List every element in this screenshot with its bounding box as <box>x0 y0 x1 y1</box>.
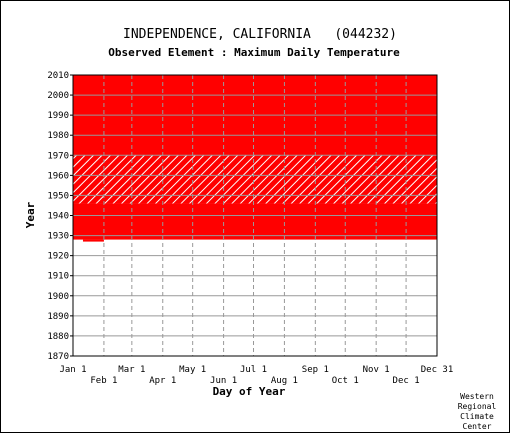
y-tick-label: 1940 <box>47 212 69 222</box>
credit-line-2: Regional <box>458 402 497 411</box>
x-tick-label: Mar 1 <box>118 365 145 375</box>
x-tick-label: Feb 1 <box>90 376 117 386</box>
chart-title: INDEPENDENCE, CALIFORNIA (044232) <box>123 27 397 42</box>
x-axis-label: Day of Year <box>213 385 286 398</box>
y-tick-label: 1980 <box>47 131 69 141</box>
y-tick-label: 2010 <box>47 71 69 81</box>
x-tick-label: Jun 1 <box>210 376 237 386</box>
y-tick-label: 1930 <box>47 232 69 242</box>
y-tick-label: 1910 <box>47 272 69 282</box>
x-tick-label: Jan 1 <box>59 365 86 375</box>
coverage-block-1 <box>73 203 437 240</box>
x-tick-label: Dec 1 <box>393 376 420 386</box>
chart-subtitle: Observed Element : Maximum Daily Tempera… <box>108 46 400 59</box>
y-tick-label: 1890 <box>47 312 69 322</box>
y-tick-label: 1990 <box>47 111 69 121</box>
y-tick-label: 1960 <box>47 171 69 181</box>
y-tick-label: 1950 <box>47 191 69 201</box>
x-axis: Jan 1 Mar 1 May 1 Jul 1 Sep 1 Nov 1 Dec 31 Feb … <box>59 365 453 386</box>
x-tick-label: Aug 1 <box>271 376 298 386</box>
y-tick-label: 2000 <box>47 91 69 101</box>
x-tick-label: May 1 <box>179 365 206 375</box>
coverage-block-0 <box>82 239 104 242</box>
x-tick-label: Dec 31 <box>421 365 454 375</box>
y-tick-label: 1920 <box>47 252 69 262</box>
credit-block: Western Regional Climate Center <box>458 392 497 431</box>
y-tick-label: 1900 <box>47 292 69 302</box>
x-tick-label: Apr 1 <box>149 376 176 386</box>
y-tick-label: 1880 <box>47 332 69 342</box>
credit-line-1: Western <box>460 392 494 401</box>
y-axis-label: Year <box>24 201 37 228</box>
grid-lines <box>73 75 437 356</box>
x-tick-label: Oct 1 <box>332 376 359 386</box>
x-tick-label: Nov 1 <box>363 365 390 375</box>
y-tick-label: 1970 <box>47 151 69 161</box>
credit-line-3: Climate <box>460 412 494 421</box>
y-tick-label: 1870 <box>47 352 69 362</box>
coverage-block-2 <box>73 155 437 204</box>
x-tick-label: Sep 1 <box>302 365 329 375</box>
plot-area <box>73 75 437 242</box>
credit-line-4: Center <box>463 422 492 431</box>
y-axis: 2010 2000 1990 1980 1970 1960 1950 1940 1930 1920… <box>47 71 73 362</box>
x-tick-label: Jul 1 <box>240 365 267 375</box>
